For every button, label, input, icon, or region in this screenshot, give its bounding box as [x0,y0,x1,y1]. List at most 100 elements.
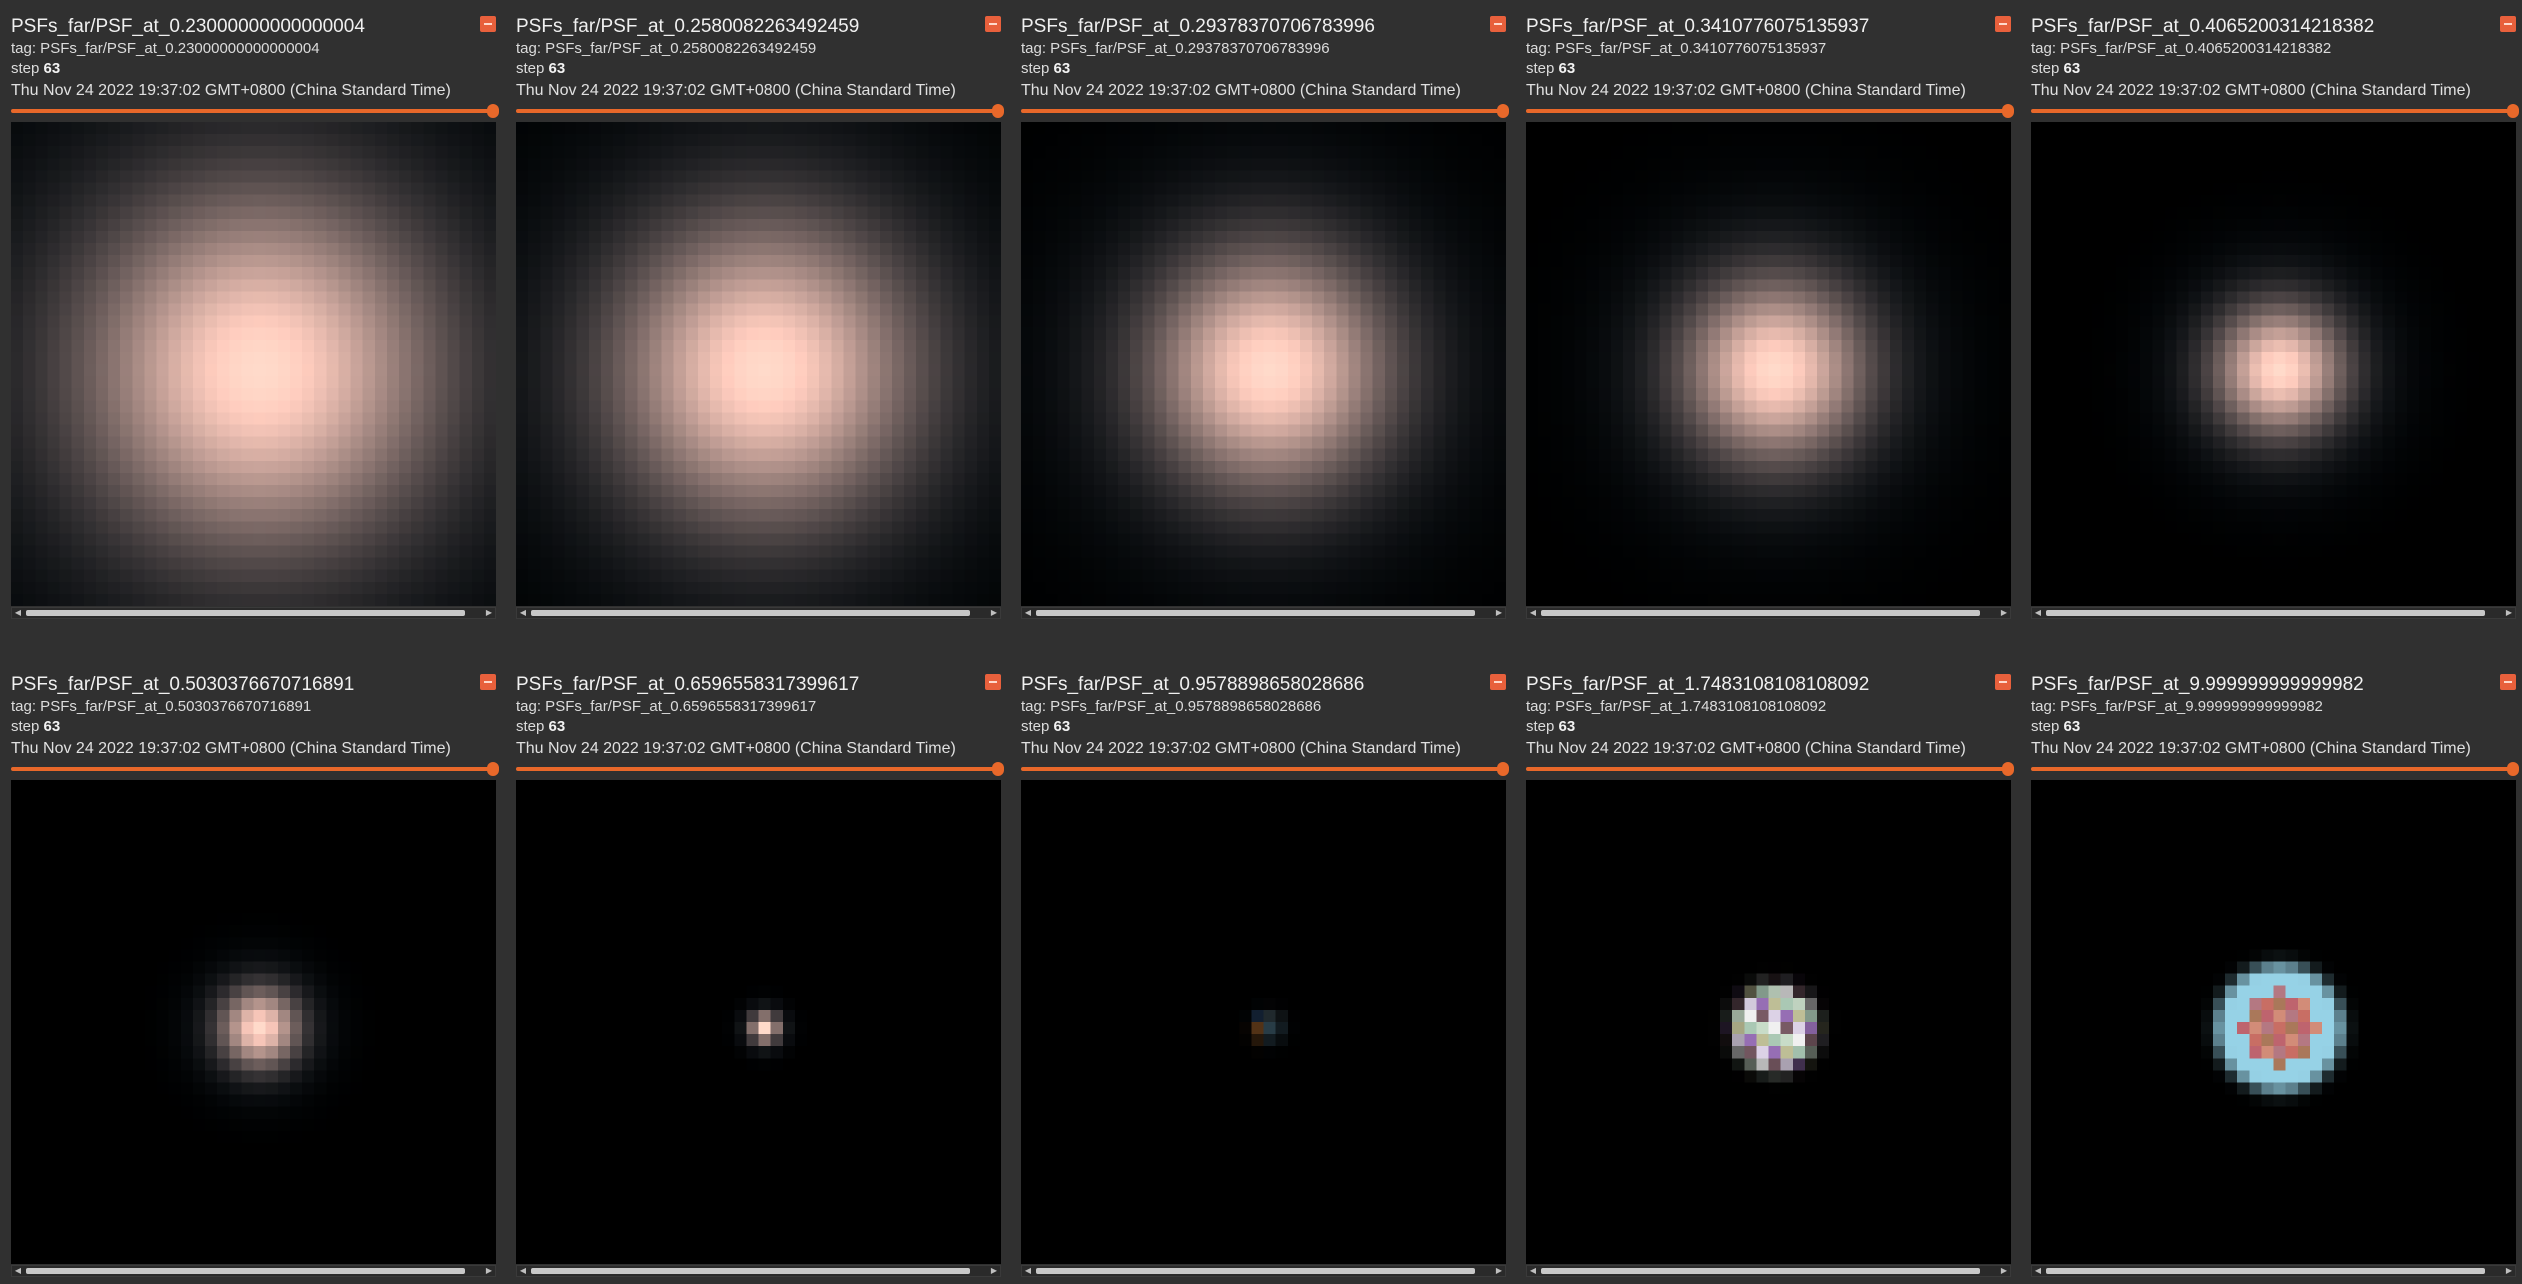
card-title: PSFs_far/PSF_at_0.5030376670716891 [11,674,355,695]
chevron-right-icon[interactable]: ▶ [990,1266,998,1275]
chevron-right-icon[interactable]: ▶ [990,608,998,617]
card-step: step 63 [1526,60,1576,77]
card-title: PSFs_far/PSF_at_0.9578898658028686 [1021,674,1365,695]
step-value: 63 [1053,60,1071,77]
horizontal-scrollbar[interactable]: ◀ ▶ [516,1265,1001,1277]
slider-thumb[interactable] [2507,762,2519,776]
card-timestamp: Thu Nov 24 2022 19:37:02 GMT+0800 (China… [1021,740,1461,757]
card-title: PSFs_far/PSF_at_0.23000000000000004 [11,16,365,37]
step-slider[interactable] [2031,104,2519,118]
scrollbar-thumb[interactable] [1036,610,1475,616]
psf-image [11,122,496,606]
psf-image [11,780,496,1264]
card-timestamp: Thu Nov 24 2022 19:37:02 GMT+0800 (China… [1526,740,1966,757]
horizontal-scrollbar[interactable]: ◀ ▶ [11,1265,496,1277]
slider-thumb[interactable] [2507,104,2519,118]
psf-canvas [11,122,496,606]
step-slider[interactable] [2031,762,2519,776]
step-slider[interactable] [1526,762,2014,776]
scrollbar-thumb[interactable] [26,1268,465,1274]
slider-thumb[interactable] [487,762,499,776]
expand-icon[interactable] [985,674,1001,690]
card-step: step 63 [516,718,566,735]
step-slider[interactable] [516,104,1004,118]
horizontal-scrollbar[interactable]: ◀ ▶ [2031,1265,2516,1277]
scrollbar-thumb[interactable] [1541,1268,1980,1274]
horizontal-scrollbar[interactable]: ◀ ▶ [1526,607,2011,619]
expand-icon[interactable] [480,16,496,32]
scrollbar-thumb[interactable] [1036,1268,1475,1274]
psf-canvas [1021,780,1506,1264]
chevron-left-icon[interactable]: ◀ [14,608,22,617]
chevron-right-icon[interactable]: ▶ [485,1266,493,1275]
chevron-left-icon[interactable]: ◀ [1024,1266,1032,1275]
horizontal-scrollbar[interactable]: ◀ ▶ [516,607,1001,619]
expand-icon[interactable] [1995,16,2011,32]
card-tag: tag: PSFs_far/PSF_at_0.9578898658028686 [1021,698,1322,715]
slider-thumb[interactable] [992,762,1004,776]
slider-thumb[interactable] [2002,104,2014,118]
chevron-right-icon[interactable]: ▶ [1495,608,1503,617]
horizontal-scrollbar[interactable]: ◀ ▶ [1021,1265,1506,1277]
step-value: 63 [2063,60,2081,77]
chevron-right-icon[interactable]: ▶ [1495,1266,1503,1275]
psf-canvas [2031,780,2516,1264]
chevron-left-icon[interactable]: ◀ [2034,1266,2042,1275]
psf-image [516,780,1001,1264]
scrollbar-thumb[interactable] [531,610,970,616]
card-step: step 63 [1526,718,1576,735]
card-timestamp: Thu Nov 24 2022 19:37:02 GMT+0800 (China… [516,740,956,757]
card-tag: tag: PSFs_far/PSF_at_0.29378370706783996 [1021,40,1330,57]
slider-thumb[interactable] [1497,104,1509,118]
chevron-right-icon[interactable]: ▶ [2505,1266,2513,1275]
slider-thumb[interactable] [1497,762,1509,776]
expand-icon[interactable] [2500,674,2516,690]
step-slider[interactable] [1021,104,1509,118]
card-tag: tag: PSFs_far/PSF_at_0.3410776075135937 [1526,40,1827,57]
chevron-right-icon[interactable]: ▶ [2505,608,2513,617]
scrollbar-thumb[interactable] [531,1268,970,1274]
step-slider[interactable] [1021,762,1509,776]
card-tag: tag: PSFs_far/PSF_at_0.5030376670716891 [11,698,312,715]
horizontal-scrollbar[interactable]: ◀ ▶ [11,607,496,619]
horizontal-scrollbar[interactable]: ◀ ▶ [2031,607,2516,619]
chevron-left-icon[interactable]: ◀ [1024,608,1032,617]
slider-thumb[interactable] [487,104,499,118]
step-value: 63 [1558,718,1576,735]
expand-icon[interactable] [1995,674,2011,690]
chevron-right-icon[interactable]: ▶ [2000,1266,2008,1275]
expand-icon[interactable] [1490,16,1506,32]
chevron-left-icon[interactable]: ◀ [14,1266,22,1275]
step-slider[interactable] [11,762,499,776]
card-tag: tag: PSFs_far/PSF_at_1.7483108108108092 [1526,698,1827,715]
step-slider[interactable] [1526,104,2014,118]
card-step: step 63 [1021,718,1071,735]
card-title: PSFs_far/PSF_at_0.2580082263492459 [516,16,860,37]
horizontal-scrollbar[interactable]: ◀ ▶ [1526,1265,2011,1277]
slider-thumb[interactable] [992,104,1004,118]
card-timestamp: Thu Nov 24 2022 19:37:02 GMT+0800 (China… [11,740,451,757]
chevron-left-icon[interactable]: ◀ [519,608,527,617]
scrollbar-thumb[interactable] [26,610,465,616]
slider-thumb[interactable] [2002,762,2014,776]
expand-icon[interactable] [2500,16,2516,32]
scrollbar-thumb[interactable] [2046,610,2485,616]
expand-icon[interactable] [985,16,1001,32]
step-slider[interactable] [11,104,499,118]
card-timestamp: Thu Nov 24 2022 19:37:02 GMT+0800 (China… [516,82,956,99]
step-value: 63 [2063,718,2081,735]
scrollbar-thumb[interactable] [1541,610,1980,616]
scrollbar-thumb[interactable] [2046,1268,2485,1274]
expand-icon[interactable] [1490,674,1506,690]
chevron-left-icon[interactable]: ◀ [1529,608,1537,617]
chevron-left-icon[interactable]: ◀ [519,1266,527,1275]
expand-icon[interactable] [480,674,496,690]
chevron-right-icon[interactable]: ▶ [485,608,493,617]
chevron-right-icon[interactable]: ▶ [2000,608,2008,617]
horizontal-scrollbar[interactable]: ◀ ▶ [1021,607,1506,619]
card-step: step 63 [516,60,566,77]
chevron-left-icon[interactable]: ◀ [2034,608,2042,617]
psf-image [2031,122,2516,606]
chevron-left-icon[interactable]: ◀ [1529,1266,1537,1275]
step-slider[interactable] [516,762,1004,776]
